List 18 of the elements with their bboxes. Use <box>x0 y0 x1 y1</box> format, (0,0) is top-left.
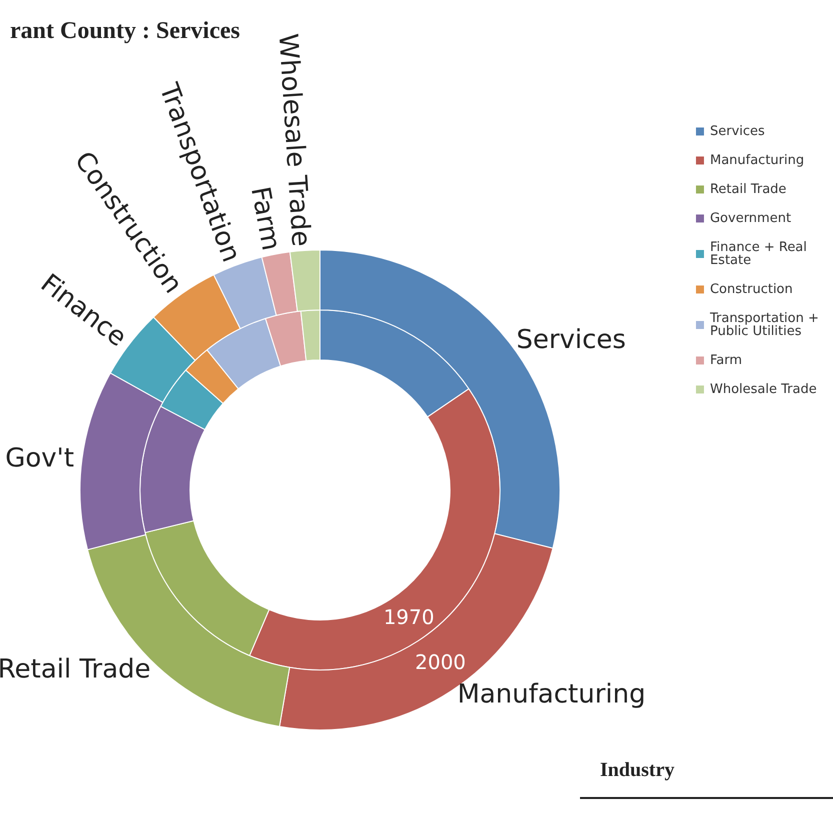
slice-label: 2000 <box>415 650 466 674</box>
legend-label: Finance + Real Estate <box>710 240 812 268</box>
legend-label: Manufacturing <box>710 153 804 168</box>
legend-label: Farm <box>710 353 742 368</box>
slice-label: Manufacturing <box>457 679 646 710</box>
slice-label: Farm <box>244 184 286 253</box>
legend-label: Retail Trade <box>710 182 786 197</box>
legend-label: Construction <box>710 282 793 297</box>
legend-label: Services <box>710 124 766 139</box>
slice-label: Services <box>516 324 626 355</box>
legend-label: Government <box>710 211 792 226</box>
legend-label: Wholesale Trade <box>710 382 817 397</box>
slice-label: Retail Trade <box>0 654 151 684</box>
legend-label: Transportation + Public Utilities <box>708 311 824 339</box>
text: Gov't <box>5 444 74 474</box>
chart-title: rant County : Services <box>10 18 240 44</box>
slice-label: 1970 <box>383 604 434 629</box>
text: Industry <box>600 759 674 781</box>
